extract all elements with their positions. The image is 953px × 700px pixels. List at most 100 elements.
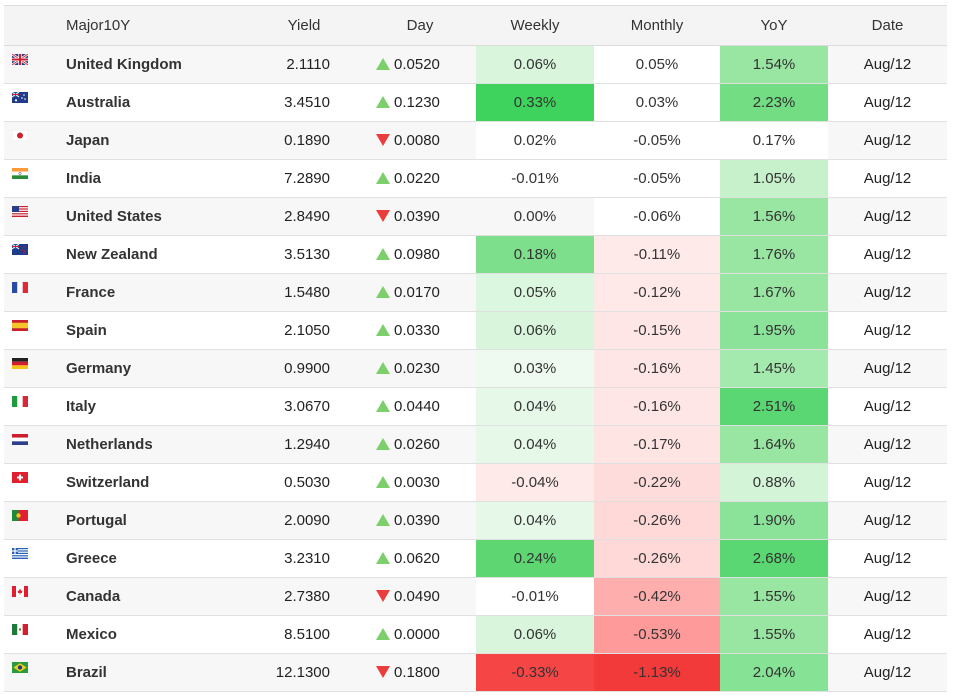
column-header-yield[interactable]: Yield: [244, 5, 364, 46]
column-header-yoy[interactable]: YoY: [720, 5, 828, 46]
canada-flag-icon: [12, 586, 64, 597]
table-row[interactable]: Japan 0.1890 0.0080 0.02% -0.05% 0.17% A…: [4, 121, 947, 160]
triangle-up-icon: [376, 96, 390, 108]
day-change: 0.0030: [364, 463, 476, 502]
yield-value: 0.5030: [244, 463, 364, 502]
triangle-down-icon: [376, 666, 390, 678]
monthly-change: -0.15%: [594, 311, 720, 350]
yoy-change: 2.04%: [720, 653, 828, 692]
day-change-value: 0.0390: [394, 208, 440, 225]
flag-cell: [4, 235, 64, 274]
yield-value: 2.1050: [244, 311, 364, 350]
country-name[interactable]: Brazil: [64, 653, 244, 692]
yield-value: 3.0670: [244, 387, 364, 426]
weekly-change: 0.04%: [476, 425, 594, 464]
column-header-monthly[interactable]: Monthly: [594, 5, 720, 46]
day-change-value: 0.0030: [394, 474, 440, 491]
table-row[interactable]: Mexico 8.5100 0.0000 0.06% -0.53% 1.55% …: [4, 615, 947, 654]
monthly-change: -0.53%: [594, 615, 720, 654]
flag-cell: [4, 539, 64, 578]
day-change-value: 0.0440: [394, 398, 440, 415]
table-row[interactable]: Italy 3.0670 0.0440 0.04% -0.16% 2.51% A…: [4, 387, 947, 426]
monthly-change: 0.05%: [594, 45, 720, 84]
day-change: 0.0230: [364, 349, 476, 388]
country-name[interactable]: Germany: [64, 349, 244, 388]
table-row[interactable]: Australia 3.4510 0.1230 0.33% 0.03% 2.23…: [4, 83, 947, 122]
table-row[interactable]: Canada 2.7380 0.0490 -0.01% -0.42% 1.55%…: [4, 577, 947, 616]
country-name[interactable]: Switzerland: [64, 463, 244, 502]
country-name[interactable]: Greece: [64, 539, 244, 578]
column-header-date[interactable]: Date: [828, 5, 947, 46]
yield-value: 2.8490: [244, 197, 364, 236]
country-name[interactable]: Portugal: [64, 501, 244, 540]
table-row[interactable]: Greece 3.2310 0.0620 0.24% -0.26% 2.68% …: [4, 539, 947, 578]
country-name[interactable]: United Kingdom: [64, 45, 244, 84]
country-name[interactable]: United States: [64, 197, 244, 236]
italy-flag-icon: [12, 396, 64, 407]
netherlands-flag-icon: [12, 434, 64, 445]
country-name[interactable]: Australia: [64, 83, 244, 122]
weekly-change: -0.04%: [476, 463, 594, 502]
country-name[interactable]: France: [64, 273, 244, 312]
monthly-change: -1.13%: [594, 653, 720, 692]
table-row[interactable]: France 1.5480 0.0170 0.05% -0.12% 1.67% …: [4, 273, 947, 312]
column-header-weekly[interactable]: Weekly: [476, 5, 594, 46]
country-name[interactable]: Canada: [64, 577, 244, 616]
triangle-up-icon: [376, 324, 390, 336]
column-header-day[interactable]: Day: [364, 5, 476, 46]
bonds-table: Major10Y Yield Day Weekly Monthly YoY Da…: [4, 5, 947, 692]
weekly-change: 0.06%: [476, 45, 594, 84]
table-row[interactable]: Switzerland 0.5030 0.0030 -0.04% -0.22% …: [4, 463, 947, 502]
day-change: 0.0390: [364, 197, 476, 236]
day-change-value: 0.0000: [394, 626, 440, 643]
table-row[interactable]: Brazil 12.1300 0.1800 -0.33% -1.13% 2.04…: [4, 653, 947, 692]
yield-value: 0.9900: [244, 349, 364, 388]
country-name[interactable]: New Zealand: [64, 235, 244, 274]
monthly-change: -0.05%: [594, 159, 720, 198]
flag-cell: [4, 501, 64, 540]
country-name[interactable]: Italy: [64, 387, 244, 426]
table-row[interactable]: New Zealand 3.5130 0.0980 0.18% -0.11% 1…: [4, 235, 947, 274]
table-row[interactable]: Netherlands 1.2940 0.0260 0.04% -0.17% 1…: [4, 425, 947, 464]
yoy-change: 1.90%: [720, 501, 828, 540]
table-row[interactable]: United States 2.8490 0.0390 0.00% -0.06%…: [4, 197, 947, 236]
weekly-change: 0.03%: [476, 349, 594, 388]
weekly-change: 0.05%: [476, 273, 594, 312]
triangle-down-icon: [376, 590, 390, 602]
country-name[interactable]: Mexico: [64, 615, 244, 654]
yoy-change: 1.67%: [720, 273, 828, 312]
table-row[interactable]: Portugal 2.0090 0.0390 0.04% -0.26% 1.90…: [4, 501, 947, 540]
date-value: Aug/12: [828, 615, 947, 654]
flag-cell: [4, 463, 64, 502]
japan-flag-icon: [12, 130, 64, 141]
triangle-down-icon: [376, 134, 390, 146]
triangle-up-icon: [376, 514, 390, 526]
yoy-change: 0.88%: [720, 463, 828, 502]
yoy-change: 1.56%: [720, 197, 828, 236]
country-name[interactable]: Spain: [64, 311, 244, 350]
column-header-major10y[interactable]: Major10Y: [64, 5, 244, 46]
yield-value: 12.1300: [244, 653, 364, 692]
day-change: 0.0000: [364, 615, 476, 654]
country-name[interactable]: Netherlands: [64, 425, 244, 464]
table-row[interactable]: India 7.2890 0.0220 -0.01% -0.05% 1.05% …: [4, 159, 947, 198]
date-value: Aug/12: [828, 83, 947, 122]
date-value: Aug/12: [828, 501, 947, 540]
table-row[interactable]: Spain 2.1050 0.0330 0.06% -0.15% 1.95% A…: [4, 311, 947, 350]
flag-cell: [4, 45, 64, 84]
table-row[interactable]: United Kingdom 2.1110 0.0520 0.06% 0.05%…: [4, 45, 947, 84]
day-change-value: 0.0170: [394, 284, 440, 301]
usa-flag-icon: [12, 206, 64, 217]
country-name[interactable]: India: [64, 159, 244, 198]
day-change-value: 0.0490: [394, 588, 440, 605]
date-value: Aug/12: [828, 197, 947, 236]
switzerland-flag-icon: [12, 472, 64, 483]
country-name[interactable]: Japan: [64, 121, 244, 160]
triangle-up-icon: [376, 400, 390, 412]
monthly-change: 0.03%: [594, 83, 720, 122]
monthly-change: -0.22%: [594, 463, 720, 502]
triangle-up-icon: [376, 438, 390, 450]
yield-value: 0.1890: [244, 121, 364, 160]
day-change: 0.0260: [364, 425, 476, 464]
table-row[interactable]: Germany 0.9900 0.0230 0.03% -0.16% 1.45%…: [4, 349, 947, 388]
